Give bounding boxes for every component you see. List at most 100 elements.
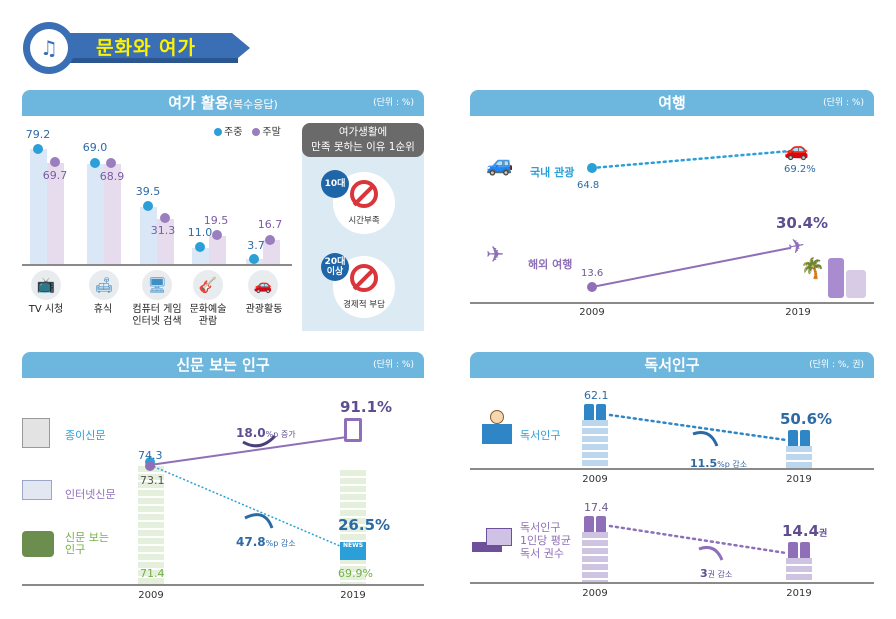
domestic-2009-value: 64.8 xyxy=(577,180,600,191)
internet-2009-value: 73.1 xyxy=(140,474,165,487)
newspaper-header: 신문 보는 인구 (단위 : %) xyxy=(22,352,424,378)
reading-year-2019-a: 2019 xyxy=(786,474,812,485)
leisure-header: 여가 활용(복수응답) (단위 : %) xyxy=(22,90,424,116)
dissatisfaction-title: 여가생활에 만족 못하는 이유 1순위 xyxy=(302,123,424,157)
value-weekday-computer: 39.5 xyxy=(135,185,161,198)
value-weekend-computer: 31.3 xyxy=(150,224,176,237)
value-weekday-arts: 11.0 xyxy=(187,226,213,239)
age-badge-20s: 20대 이상 xyxy=(321,253,349,281)
overseas-2009-value: 13.6 xyxy=(581,268,604,279)
category-label-rest: 휴식 xyxy=(93,304,113,315)
tv-icon: 📺 xyxy=(31,270,61,300)
legend-internet: 인터넷신문 xyxy=(65,488,116,501)
palm-tree-icon: 🌴 xyxy=(800,256,825,280)
suitcase-small-icon xyxy=(846,270,866,298)
overseas-2019-value: 30.4% xyxy=(776,214,829,232)
readers-bar-2009 xyxy=(138,466,164,584)
reading-rate-bar-2019 xyxy=(786,446,812,468)
point-weekday-arts xyxy=(195,242,205,252)
point-weekday-tourism xyxy=(249,254,259,264)
bar-weekday-computer xyxy=(140,207,157,264)
reading-books-label: 독서인구 1인당 평균 독서 권수 xyxy=(520,521,571,560)
bar-weekday-tv xyxy=(30,149,47,264)
reading-books-bar-2009 xyxy=(582,532,608,582)
point-weekend-computer xyxy=(160,213,170,223)
bar-weekday-rest xyxy=(87,164,104,264)
newspaper-unit: (단위 : %) xyxy=(373,360,414,370)
online-newspaper-icon xyxy=(22,480,52,500)
travel-axis xyxy=(470,302,874,304)
newspaper-year-2019: 2019 xyxy=(340,590,366,601)
point-weekend-arts xyxy=(212,230,222,240)
bar-weekend-rest xyxy=(104,164,121,264)
overseas-label: 해외 여행 xyxy=(528,258,573,271)
legend-weekend: 주말 xyxy=(252,123,281,138)
reading-rate-label: 독서인구 xyxy=(520,429,561,442)
suitcase-icon xyxy=(828,258,844,298)
value-weekday-rest: 69.0 xyxy=(82,141,108,154)
bar-weekend-tv xyxy=(47,163,64,264)
book-2009-icon xyxy=(584,404,606,420)
reading-books-change: 3권 감소 xyxy=(700,567,733,580)
point-weekend-tv xyxy=(50,157,60,167)
book-purple-2009-icon xyxy=(584,516,606,532)
reading-header: 독서인구 (단위 : %, 권) xyxy=(470,352,874,378)
reason-20s: 경제적 부담 xyxy=(343,300,385,310)
paper-newspaper-icon xyxy=(22,418,50,448)
leisure-legend: 주중 주말 xyxy=(214,123,281,138)
no-clock-icon xyxy=(350,180,378,208)
category-label-tv: TV 시청 xyxy=(28,304,64,315)
newspaper-title: 신문 보는 인구 xyxy=(176,356,270,374)
weekday-dot-icon xyxy=(214,128,222,136)
music-notes-icon: ♫ xyxy=(30,29,68,67)
travel-title: 여행 xyxy=(658,94,686,112)
point-weekday-tv xyxy=(33,144,43,154)
value-weekend-tourism: 16.7 xyxy=(257,218,283,231)
paper-change: 47.8%p 감소 xyxy=(236,535,296,549)
reading-year-2009-b: 2009 xyxy=(582,588,608,599)
book-2019-icon xyxy=(788,430,810,446)
book-purple-2019-icon xyxy=(788,542,810,558)
travel-unit: (단위 : %) xyxy=(823,98,864,108)
internet-change: 18.0%p 증가 xyxy=(236,426,296,440)
bar-weekend-computer xyxy=(157,219,174,264)
leisure-title: 여가 활용 xyxy=(168,94,229,112)
reader-person-icon xyxy=(482,410,512,446)
domestic-car-2019-icon: 🚗 xyxy=(784,137,809,161)
reading-rate-change: 11.5%p 감소 xyxy=(690,457,748,470)
category-label-computer: 컴퓨터 게임 인터넷 검색 xyxy=(132,304,182,327)
reading-axis-2 xyxy=(470,582,874,584)
main-title-banner-shade xyxy=(70,58,238,63)
guitar-player-icon: 🎸 xyxy=(193,270,223,300)
book-stack-icon xyxy=(472,528,512,552)
no-wallet-icon xyxy=(350,264,378,292)
travel-year-2009: 2009 xyxy=(579,307,605,318)
armchair-icon: 🛋 xyxy=(89,270,119,300)
value-weekend-arts: 19.5 xyxy=(203,214,229,227)
point-weekday-computer xyxy=(143,201,153,211)
newspaper-axis xyxy=(22,584,424,586)
leisure-title-note: (복수응답) xyxy=(228,98,278,111)
computer-icon: 🖥 xyxy=(142,270,172,300)
reading-year-2019-b: 2019 xyxy=(786,588,812,599)
reading-axis-1 xyxy=(470,468,874,470)
weekend-dot-icon xyxy=(252,128,261,136)
point-weekend-rest xyxy=(106,158,116,168)
reading-books-2019-value: 14.4권 xyxy=(782,522,828,540)
category-label-arts: 문화예술 관람 xyxy=(189,304,227,327)
value-weekday-tv: 79.2 xyxy=(25,128,51,141)
legend-readers: 신문 보는 인구 xyxy=(65,531,109,556)
reading-rate-2019-value: 50.6% xyxy=(780,410,833,428)
reason-teens: 시간부족 xyxy=(348,216,380,226)
tablet-hand-icon xyxy=(344,418,362,442)
newspaper-year-2009: 2009 xyxy=(138,590,164,601)
reading-year-2009-a: 2009 xyxy=(582,474,608,485)
domestic-car-icon: 🚙 xyxy=(486,152,514,177)
car-icon: 🚗 xyxy=(248,270,278,300)
leisure-axis xyxy=(22,264,292,266)
value-weekday-tourism: 3.7 xyxy=(247,239,265,252)
point-weekend-tourism xyxy=(265,235,275,245)
value-weekend-tv: 69.7 xyxy=(42,169,68,182)
